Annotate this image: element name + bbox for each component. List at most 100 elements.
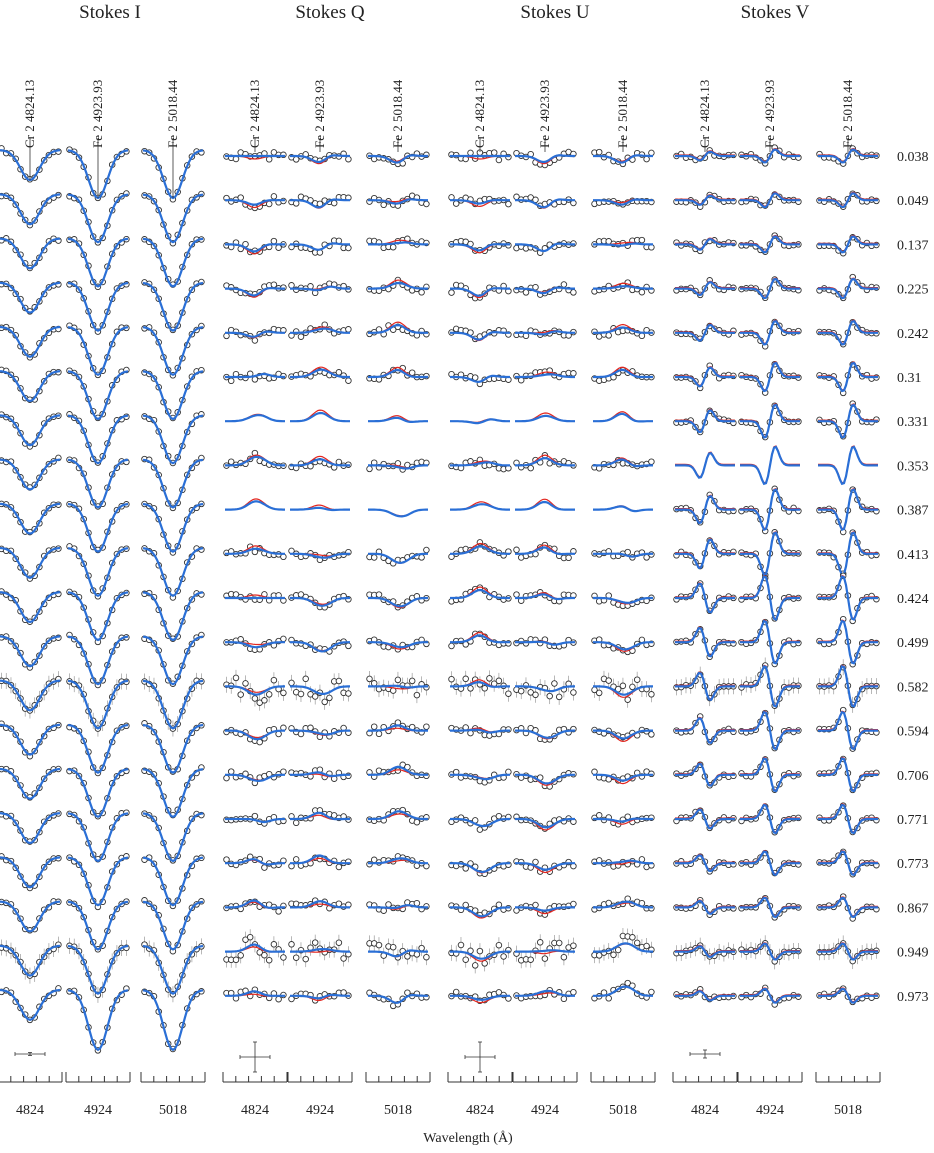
model-blue xyxy=(290,596,350,607)
data-point xyxy=(481,685,488,692)
data-point xyxy=(448,675,455,683)
model-blue xyxy=(0,414,61,447)
model-blue xyxy=(0,856,61,889)
model-blue xyxy=(675,762,735,787)
data-point xyxy=(527,464,534,472)
model-blue xyxy=(142,812,204,863)
data-point xyxy=(629,934,636,941)
data-point xyxy=(423,200,430,208)
model-blue xyxy=(450,588,510,600)
model-blue xyxy=(67,237,129,288)
model-blue xyxy=(515,685,575,693)
data-point xyxy=(595,689,603,697)
model-blue xyxy=(0,546,61,579)
model-blue xyxy=(515,817,575,829)
data-point xyxy=(418,289,425,296)
model-blue xyxy=(142,989,204,1052)
model-blue xyxy=(818,531,878,577)
model-blue xyxy=(142,414,204,465)
model-blue xyxy=(0,988,61,1021)
model-blue xyxy=(0,458,61,491)
model-blue xyxy=(450,950,510,960)
data-point xyxy=(638,288,646,296)
model-blue xyxy=(818,361,878,393)
model-blue xyxy=(225,729,285,741)
panel-title: Stokes V xyxy=(741,2,810,23)
data-point xyxy=(462,956,469,963)
data-point xyxy=(595,148,603,156)
model-blue xyxy=(67,193,129,244)
model-blue xyxy=(290,198,350,209)
model-blue xyxy=(740,531,800,577)
model-blue xyxy=(67,370,129,421)
model-blue xyxy=(593,368,653,379)
data-point xyxy=(605,332,612,339)
line-label: Cr 2 4824.13 xyxy=(697,80,712,148)
data-point xyxy=(490,149,498,156)
x-tick-label: 4924 xyxy=(84,1103,112,1118)
line-label: Cr 2 4824.13 xyxy=(22,80,37,148)
model-blue xyxy=(142,944,204,995)
model-blue xyxy=(225,372,285,379)
model-blue xyxy=(675,717,735,745)
data-point xyxy=(532,901,539,909)
model-blue xyxy=(818,850,878,877)
data-point xyxy=(408,677,416,685)
data-point xyxy=(292,200,300,207)
model-blue xyxy=(67,989,129,1052)
data-point xyxy=(265,956,273,964)
data-point xyxy=(471,962,479,969)
model-blue xyxy=(740,361,800,393)
data-point xyxy=(345,244,352,252)
model-blue xyxy=(450,994,510,1001)
data-point xyxy=(541,911,549,918)
data-point xyxy=(486,675,493,682)
data-point xyxy=(270,193,278,200)
data-point xyxy=(223,774,230,782)
model-blue xyxy=(450,331,510,341)
model-blue xyxy=(675,854,735,873)
data-point xyxy=(375,730,383,738)
model-blue xyxy=(290,771,350,778)
model-blue xyxy=(290,948,350,953)
model-blue xyxy=(593,458,653,468)
data-point xyxy=(288,282,295,289)
data-point xyxy=(624,696,631,703)
panel-title: Stokes Q xyxy=(295,2,364,23)
line-label: Cr 2 4824.13 xyxy=(472,80,487,148)
phase-label: 0.331 xyxy=(897,415,929,430)
data-point xyxy=(648,458,655,465)
model-blue xyxy=(0,812,61,845)
data-point xyxy=(380,201,387,209)
data-point xyxy=(297,730,305,738)
data-point xyxy=(423,546,430,554)
data-point xyxy=(366,465,373,473)
model-blue xyxy=(142,591,204,642)
model-blue xyxy=(593,985,653,997)
model-blue xyxy=(368,857,428,865)
x-tick-label: 5018 xyxy=(384,1103,412,1118)
model-blue xyxy=(740,987,800,1004)
model-blue xyxy=(368,154,428,164)
data-point xyxy=(565,554,572,562)
model-blue xyxy=(290,729,350,736)
data-point xyxy=(335,863,343,871)
line-label: Fe 2 5018.44 xyxy=(840,79,855,148)
data-point xyxy=(302,955,309,963)
x-tick-label: 4824 xyxy=(16,1103,44,1118)
data-point xyxy=(311,939,319,946)
model-blue xyxy=(515,729,575,739)
data-point xyxy=(633,939,641,947)
model-red xyxy=(515,498,575,511)
data-point xyxy=(288,679,295,687)
data-point xyxy=(251,337,259,344)
model-blue xyxy=(67,768,129,819)
data-point xyxy=(237,636,244,643)
model-blue xyxy=(450,287,510,297)
data-point xyxy=(532,858,539,866)
model-blue xyxy=(368,241,428,246)
model-blue xyxy=(67,900,129,951)
model-blue xyxy=(818,665,878,708)
model-blue xyxy=(225,943,285,953)
model-red xyxy=(290,409,350,422)
